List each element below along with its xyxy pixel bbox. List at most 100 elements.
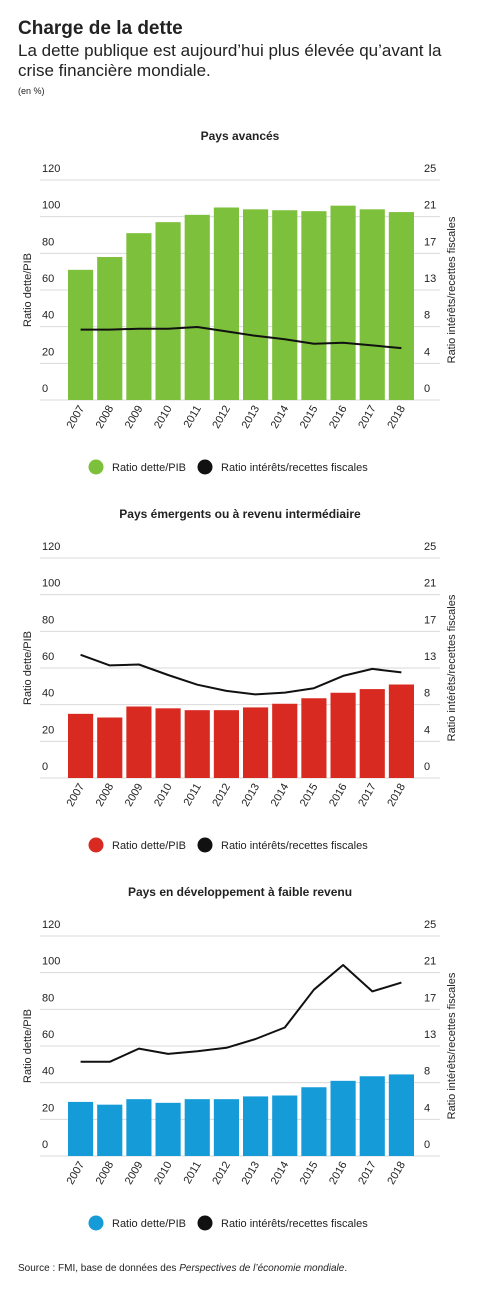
y-tick-label: 40 xyxy=(42,688,54,700)
x-tick-label: 2014 xyxy=(269,782,292,809)
x-tick-label: 2009 xyxy=(123,782,146,809)
legend-swatch-bar xyxy=(88,459,104,475)
y2-tick-label: 13 xyxy=(424,651,436,663)
y2-tick-label: 17 xyxy=(424,236,436,248)
bar-2013 xyxy=(243,209,269,400)
bar-2016 xyxy=(330,205,356,400)
y2-tick-label: 25 xyxy=(424,919,436,931)
bar-2017 xyxy=(359,1076,385,1156)
chart-title: Pays émergents ou à revenu intermédiaire xyxy=(119,507,361,521)
x-tick-label: 2009 xyxy=(123,1160,146,1187)
x-tick-label: 2015 xyxy=(298,404,321,431)
y2-tick-label: 17 xyxy=(424,614,436,626)
y2-tick-label: 21 xyxy=(424,200,436,212)
bar-2011 xyxy=(184,710,210,778)
legend-swatch-bar xyxy=(88,837,104,853)
x-tick-label: 2017 xyxy=(356,1160,379,1187)
bar-2013 xyxy=(243,707,269,778)
bar-2018 xyxy=(388,1074,414,1156)
y-tick-label: 20 xyxy=(42,724,54,736)
y2-axis-label: Ratio intérêts/recettes fiscales xyxy=(446,216,458,363)
y2-tick-label: 0 xyxy=(424,761,430,773)
x-tick-label: 2012 xyxy=(210,404,233,431)
y-axis-label: Ratio dette/PIB xyxy=(22,1009,34,1083)
bar-2008 xyxy=(97,717,123,778)
y-axis-label: Ratio dette/PIB xyxy=(22,253,34,327)
x-tick-label: 2012 xyxy=(210,782,233,809)
x-tick-label: 2018 xyxy=(385,404,408,431)
y2-tick-label: 25 xyxy=(424,541,436,553)
x-tick-label: 2013 xyxy=(240,404,263,431)
y2-tick-label: 25 xyxy=(424,163,436,175)
bar-2015 xyxy=(301,1087,327,1156)
x-tick-label: 2008 xyxy=(94,1160,117,1187)
y-tick-label: 20 xyxy=(42,346,54,358)
bar-2018 xyxy=(388,684,414,778)
x-tick-label: 2015 xyxy=(298,782,321,809)
y-tick-label: 80 xyxy=(42,236,54,248)
bar-2011 xyxy=(184,214,210,400)
y-tick-label: 0 xyxy=(42,383,48,395)
bar-2011 xyxy=(184,1099,210,1156)
legend-label-line: Ratio intérêts/recettes fiscales xyxy=(221,840,368,852)
y2-axis-label: Ratio intérêts/recettes fiscales xyxy=(446,594,458,741)
chart-pays-avances: Pays avancés 0 0 20 4 40 8 60 13 80 17 100 21 120 25 20… xyxy=(22,129,458,475)
bar-2010 xyxy=(155,708,181,778)
y2-tick-label: 0 xyxy=(424,1139,430,1151)
bar-2008 xyxy=(97,1104,123,1156)
x-tick-label: 2014 xyxy=(269,1160,292,1187)
bar-2013 xyxy=(243,1096,269,1156)
y2-tick-label: 13 xyxy=(424,1029,436,1041)
y-tick-label: 60 xyxy=(42,1029,54,1041)
x-tick-label: 2018 xyxy=(385,1160,408,1187)
y-tick-label: 100 xyxy=(42,578,60,590)
y2-tick-label: 21 xyxy=(424,956,436,968)
legend-label-bar: Ratio dette/PIB xyxy=(112,1218,186,1230)
legend-swatch-line xyxy=(197,837,213,853)
x-tick-label: 2009 xyxy=(123,404,146,431)
line-series xyxy=(80,326,402,350)
bar-2012 xyxy=(213,710,239,778)
y-tick-label: 0 xyxy=(42,1139,48,1151)
y2-tick-label: 8 xyxy=(424,688,430,700)
y-tick-label: 40 xyxy=(42,310,54,322)
x-tick-label: 2016 xyxy=(327,1160,350,1187)
x-tick-label: 2011 xyxy=(182,404,204,430)
x-tick-label: 2007 xyxy=(65,782,88,809)
bar-2012 xyxy=(213,1099,239,1156)
x-tick-label: 2008 xyxy=(94,404,117,431)
x-tick-label: 2010 xyxy=(152,782,175,809)
y2-tick-label: 4 xyxy=(424,346,430,358)
x-tick-label: 2016 xyxy=(327,782,350,809)
bar-2010 xyxy=(155,222,181,400)
bar-2015 xyxy=(301,698,327,778)
y2-tick-label: 4 xyxy=(424,724,430,736)
bar-2017 xyxy=(359,689,385,778)
chart-pays-faible-revenu: Pays en développement à faible revenu 0 0 2… xyxy=(22,885,458,1231)
x-tick-label: 2010 xyxy=(152,1160,175,1187)
y-tick-label: 80 xyxy=(42,992,54,1004)
bar-2009 xyxy=(126,233,152,400)
y-tick-label: 120 xyxy=(42,541,60,553)
y-tick-label: 60 xyxy=(42,651,54,663)
y2-tick-label: 0 xyxy=(424,383,430,395)
y2-tick-label: 8 xyxy=(424,1066,430,1078)
y-tick-label: 120 xyxy=(42,163,60,175)
y-tick-label: 40 xyxy=(42,1066,54,1078)
y2-tick-label: 13 xyxy=(424,273,436,285)
y-tick-label: 100 xyxy=(42,200,60,212)
bar-2009 xyxy=(126,706,152,778)
legend-label-bar: Ratio dette/PIB xyxy=(112,840,186,852)
unit-note: (en %) xyxy=(18,86,45,96)
bar-2010 xyxy=(155,1102,181,1156)
y-tick-label: 100 xyxy=(42,956,60,968)
bar-2018 xyxy=(388,212,414,400)
x-tick-label: 2017 xyxy=(356,782,379,809)
bar-2014 xyxy=(272,1095,298,1156)
page-title: Charge de la dette xyxy=(18,18,183,39)
y-tick-label: 120 xyxy=(42,919,60,931)
x-tick-label: 2014 xyxy=(269,404,292,431)
x-tick-label: 2016 xyxy=(327,404,350,431)
x-tick-label: 2017 xyxy=(356,404,379,431)
bar-2014 xyxy=(272,703,298,778)
